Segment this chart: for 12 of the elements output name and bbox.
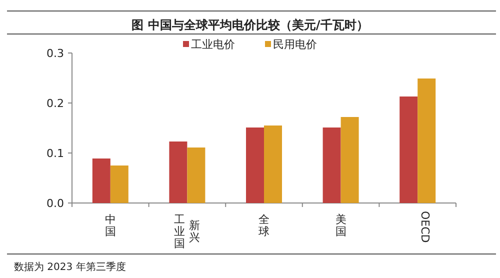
y-tick-label: 0.2 — [46, 97, 64, 110]
x-tick-label: 全球 — [258, 213, 270, 238]
y-tick-label: 0.1 — [46, 147, 64, 160]
x-tick-label: 美国 — [335, 213, 346, 238]
title: 图 中国与全球平均电价比较（美元/千瓦时） — [132, 18, 368, 32]
x-tick-label: 中国 — [104, 213, 116, 238]
text: 数据为 2023 年第三季度 — [14, 261, 126, 273]
legend-label: 民用电价 — [273, 38, 317, 51]
y-tick-label: 0.0 — [46, 197, 64, 210]
legend-label: 工业电价 — [191, 38, 235, 51]
y-tick-label: 0.3 — [46, 47, 64, 60]
xtick: OECD — [418, 211, 432, 243]
